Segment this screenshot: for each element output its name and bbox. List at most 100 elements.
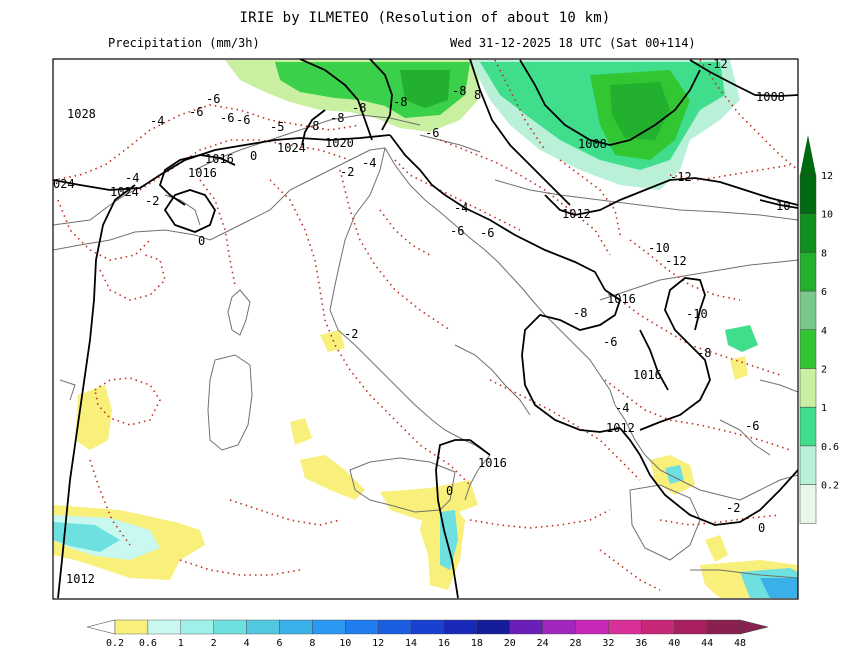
scale-arrow-right: [739, 619, 769, 635]
right-scale-label: 8: [821, 248, 827, 259]
bottom-scale-label: 48: [734, 638, 746, 649]
isotherm-label: 8: [474, 88, 481, 102]
bottom-scale-cell: [575, 619, 609, 635]
isotherm-label: -8: [330, 111, 344, 125]
bottom-scale-cell: [509, 619, 543, 635]
isotherm-label: -4: [454, 201, 468, 215]
right-scale-label: 0.6: [821, 442, 839, 453]
isobar-label: 1016: [205, 152, 234, 166]
bottom-scale-label: 14: [405, 638, 417, 649]
isotherm-label: -2: [726, 501, 740, 515]
bottom-scale-cell: [279, 619, 313, 635]
right-scale-cell: [799, 406, 817, 447]
isobar-label: 1008: [578, 137, 607, 151]
bottom-precip-scale: 0.2 0.6 1 2 4 6 8 10 12 14 16 18 20 24 28 32 36 40 44 48: [86, 619, 769, 649]
isobar-label: 1016: [478, 456, 507, 470]
isobar-label: 1012: [562, 207, 591, 221]
isobar-label: 1020: [325, 136, 354, 150]
bottom-scale-label: 36: [635, 638, 647, 649]
isotherm-label: -6: [236, 113, 250, 127]
bottom-scale-label: 18: [471, 638, 483, 649]
bottom-scale-label: 1: [178, 638, 184, 649]
isobar-layer: [53, 59, 798, 599]
valid-time-label: Wed 31-12-2025 18 UTC (Sat 00+114): [450, 36, 696, 50]
isotherm-label: -6: [189, 105, 203, 119]
bottom-scale-label: 28: [570, 638, 582, 649]
isotherm-label: -12: [706, 57, 728, 71]
isotherm-label: -4: [362, 156, 376, 170]
right-scale-label: 10: [821, 210, 833, 221]
isotherm-label: -6: [480, 226, 494, 240]
bottom-scale-label: 44: [701, 638, 713, 649]
isotherm-label: -6: [745, 419, 759, 433]
isotherm-label: -4: [615, 401, 629, 415]
isotherm-label: -5: [270, 120, 284, 134]
isotherm-label: -6: [425, 126, 439, 140]
isotherm-label: -8: [452, 84, 466, 98]
isobar-label: 1016: [188, 166, 217, 180]
right-scale-label: 0.2: [821, 481, 839, 492]
right-scale-cell: [799, 445, 817, 485]
isobar-label: 1024: [110, 185, 139, 199]
bottom-scale-cell: [114, 619, 149, 635]
bottom-scale-label: 20: [504, 638, 516, 649]
bottom-scale-label: 10: [339, 638, 351, 649]
bottom-scale-cell: [410, 619, 445, 635]
isotherm-label: -8: [697, 346, 711, 360]
bottom-scale-cell: [608, 619, 642, 635]
isotherm-label: -6: [220, 111, 234, 125]
isobar-labels: 1028 024 1024 1016 1016 1024 1020 1012 1…: [53, 90, 790, 586]
isotherm-label: 0: [250, 149, 257, 163]
isobar-label: 1024: [277, 141, 306, 155]
right-scale-label: 4: [821, 326, 827, 337]
right-scale-label: 12: [821, 171, 833, 182]
map-frame: [52, 58, 799, 600]
isobar-label: 1012: [606, 421, 635, 435]
bottom-scale-cell: [246, 619, 280, 635]
right-scale-cell: [799, 290, 817, 331]
isobar-label: 024: [53, 177, 75, 191]
bottom-scale-cell: [706, 619, 741, 635]
bottom-scale-label: 2: [211, 638, 217, 649]
right-scale-cell: [799, 252, 817, 292]
isotherm-label: -8: [305, 119, 319, 133]
right-scale-cell: [799, 368, 817, 408]
right-scale-cell: [799, 484, 817, 524]
right-precip-scale: 12 10 8 6 4 2 1 0.6 0.2: [799, 135, 839, 524]
bottom-scale-cell: [213, 619, 247, 635]
isobar-label: 1008: [756, 90, 785, 104]
coastline-layer: [53, 114, 798, 579]
isotherm-label: -6: [206, 92, 220, 106]
isotherm-label: -12: [670, 170, 692, 184]
bottom-scale-label: 0.2: [106, 638, 124, 649]
isotherm-label: -8: [393, 95, 407, 109]
isotherm-label: -8: [573, 306, 587, 320]
isotherm-label: -6: [450, 224, 464, 238]
right-scale-cell: [799, 213, 817, 253]
isotherm-label: -12: [665, 254, 687, 268]
isotherm-labels: -4 -6 -6 -6 -6 -5 -8 -8 -8 -8 -8 8 -6 -2…: [125, 57, 765, 535]
isotherm-label: 0: [446, 484, 453, 498]
bottom-scale-label: 24: [537, 638, 549, 649]
right-scale-label: 1: [821, 403, 827, 414]
bottom-scale-label: 6: [276, 638, 282, 649]
bottom-scale-cell: [443, 619, 478, 635]
right-scale-label: 2: [821, 365, 827, 376]
variable-label: Precipitation (mm/3h): [108, 36, 260, 50]
bottom-scale-cell: [312, 619, 346, 635]
bottom-scale-cell: [641, 619, 675, 635]
bottom-scale-label: 32: [602, 638, 614, 649]
bottom-scale-cell: [377, 619, 412, 635]
right-scale-cell: [799, 174, 817, 214]
bottom-scale-cell: [147, 619, 181, 635]
isotherm-label: -2: [340, 165, 354, 179]
isobar-label: 1012: [66, 572, 95, 586]
scale-arrow-left: [86, 619, 116, 635]
bottom-scale-cell: [345, 619, 379, 635]
bottom-scale-label: 8: [309, 638, 315, 649]
bottom-scale-cell: [476, 619, 510, 635]
isotherm-label: -4: [125, 171, 139, 185]
bottom-scale-cell: [180, 619, 214, 635]
map-title: IRIE by ILMETEO (Resolution of about 10 …: [239, 10, 611, 26]
